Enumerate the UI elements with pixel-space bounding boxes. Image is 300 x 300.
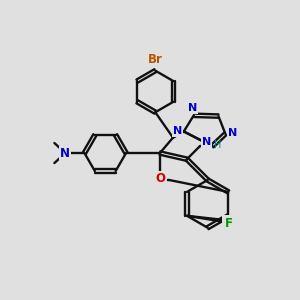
Text: O: O xyxy=(156,172,166,185)
Text: H: H xyxy=(214,140,221,150)
Text: N: N xyxy=(173,126,182,136)
Text: N: N xyxy=(188,103,197,113)
Text: N: N xyxy=(202,137,212,147)
Text: F: F xyxy=(223,216,231,229)
Text: F: F xyxy=(225,218,233,230)
Text: Br: Br xyxy=(148,53,163,66)
Text: N: N xyxy=(228,128,237,138)
Text: N: N xyxy=(60,146,70,160)
